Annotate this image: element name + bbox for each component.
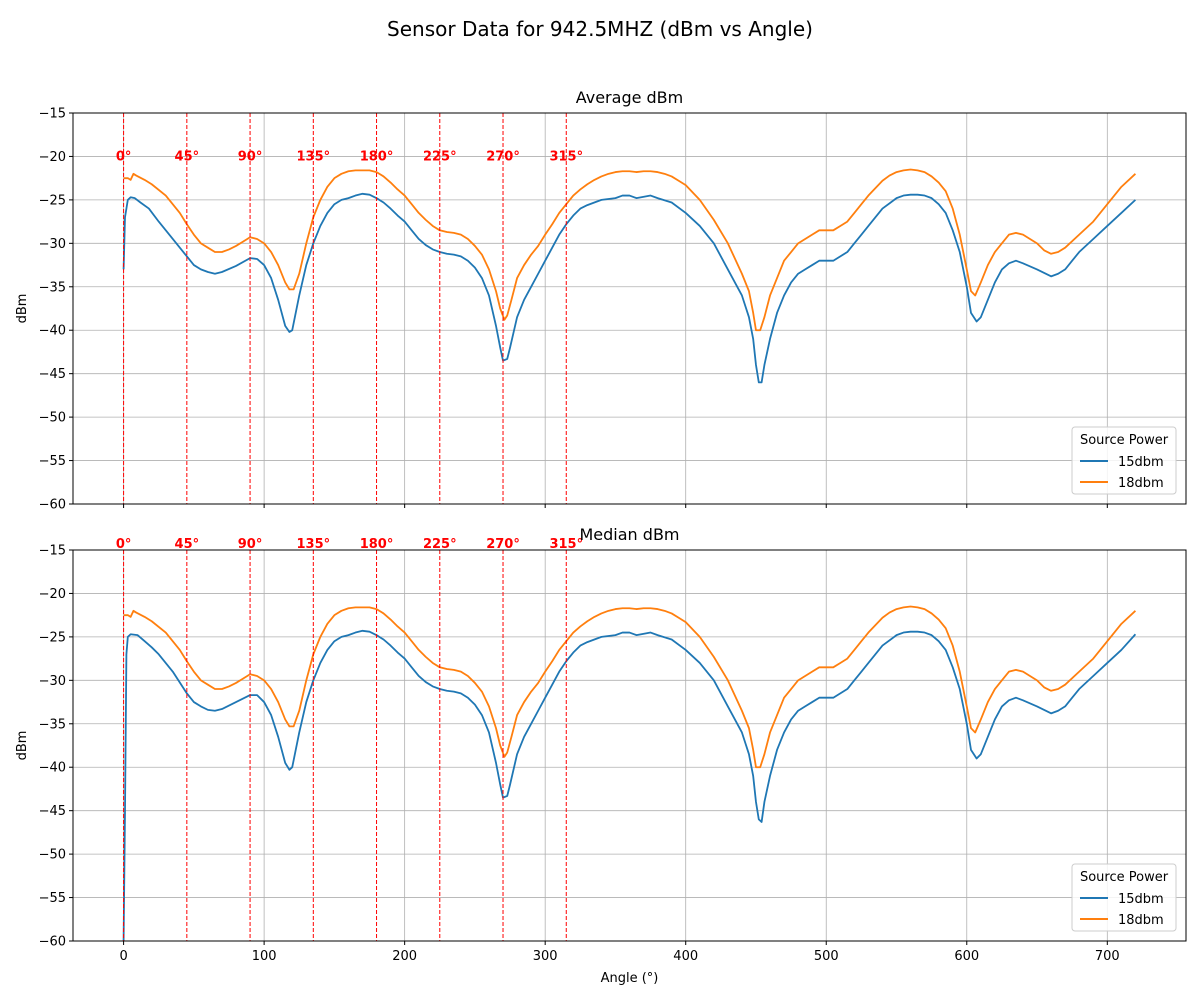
angle-marker-label: 90° (238, 537, 263, 552)
legend-box (1071, 863, 1177, 932)
y-tick-label: −60 (39, 498, 66, 513)
legend-entry: 15dbm (1118, 455, 1164, 470)
chart-title: Average dBm (576, 88, 684, 107)
angle-marker-label: 45° (175, 149, 200, 164)
legend: Source Power 15dbm 18dbm (1071, 426, 1177, 495)
y-tick-label: −45 (39, 804, 66, 819)
x-tick-label: 100 (252, 949, 277, 964)
y-tick-label: −15 (39, 544, 66, 559)
median-dbm-chart: 0° 45° 90° 135° 180° 225° 270° 315° −15 −20 −25 −30… (15, 525, 1187, 986)
angle-marker-label: 180° (360, 149, 394, 164)
y-tick-label: −25 (39, 193, 66, 208)
angle-marker-label: 0° (116, 537, 132, 552)
angle-marker-label: 180° (360, 537, 394, 552)
series-line-15dbm (122, 629, 1137, 941)
y-tick-label: −40 (39, 324, 66, 339)
y-tick-label: −25 (39, 630, 66, 645)
series-line-15dbm (122, 192, 1137, 384)
angle-marker-label: 225° (423, 149, 457, 164)
legend-box (1071, 426, 1177, 495)
y-axis-label: dBm (15, 294, 30, 324)
legend-title: Source Power (1080, 433, 1169, 448)
legend-entry: 18dbm (1118, 913, 1164, 928)
y-tick-label: −60 (39, 935, 66, 950)
x-tick-label: 700 (1095, 949, 1120, 964)
angle-marker-label: 135° (296, 537, 330, 552)
y-tick-label: −35 (39, 280, 66, 295)
y-tick-label: −20 (39, 587, 66, 602)
axes-frame (72, 549, 1187, 942)
angle-marker-label: 90° (238, 149, 263, 164)
y-tick-label: −45 (39, 367, 66, 382)
y-tick-label: −35 (39, 717, 66, 732)
angle-marker-label: 225° (423, 537, 457, 552)
x-tick-label: 200 (392, 949, 417, 964)
average-dbm-chart: 0° 45° 90° 135° 180° 225° 270° 315° −15 −20 −25 −30… (15, 88, 1187, 513)
x-tick-label: 300 (533, 949, 558, 964)
x-tick-label: 400 (673, 949, 698, 964)
y-axis-label: dBm (15, 731, 30, 761)
angle-marker-label: 270° (486, 149, 520, 164)
y-tick-label: −30 (39, 674, 66, 689)
x-axis-label: Angle (°) (601, 971, 659, 986)
legend-entry: 18dbm (1118, 476, 1164, 491)
legend-title: Source Power (1080, 870, 1169, 885)
y-tick-label: −55 (39, 454, 66, 469)
figure-suptitle: Sensor Data for 942.5MHZ (dBm vs Angle) (387, 17, 813, 41)
angle-marker-label: 315° (549, 537, 583, 552)
x-tick-label: 500 (814, 949, 839, 964)
y-tick-label: −15 (39, 107, 66, 122)
axes-frame (72, 112, 1187, 505)
angle-marker-label: 315° (549, 149, 583, 164)
series-line-18dbm (123, 168, 1137, 332)
y-tick-label: −20 (39, 150, 66, 165)
series-line-18dbm (123, 605, 1137, 769)
angle-marker-label: 270° (486, 537, 520, 552)
x-tick-label: 0 (119, 949, 127, 964)
y-tick-label: −30 (39, 237, 66, 252)
x-tick-label: 600 (954, 949, 979, 964)
y-tick-label: −40 (39, 761, 66, 776)
y-tick-label: −50 (39, 411, 66, 426)
legend-entry: 15dbm (1118, 892, 1164, 907)
angle-marker-label: 135° (296, 149, 330, 164)
chart-title: Median dBm (580, 525, 680, 544)
angle-marker-label: 0° (116, 149, 132, 164)
y-tick-label: −50 (39, 848, 66, 863)
y-tick-label: −55 (39, 891, 66, 906)
angle-marker-label: 45° (175, 537, 200, 552)
legend: Source Power 15dbm 18dbm (1071, 863, 1177, 932)
